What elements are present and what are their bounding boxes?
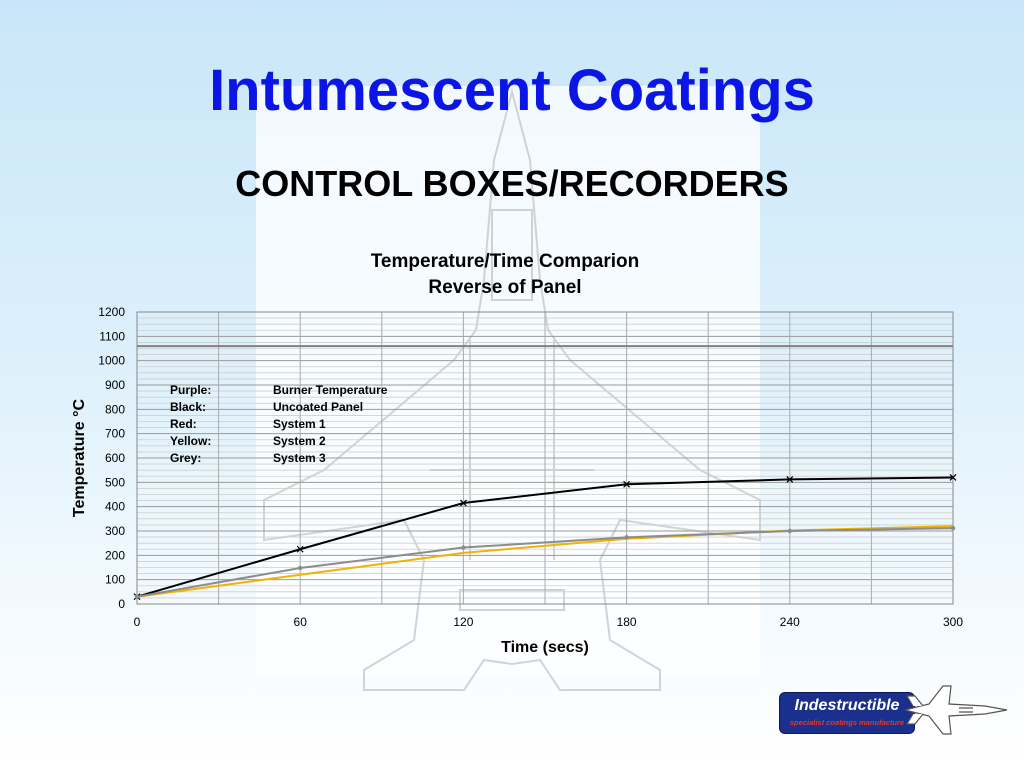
x-axis-ticks: 0 60 120 180 240 300 <box>134 615 964 629</box>
x-axis-label: Time (secs) <box>501 639 589 656</box>
x-tick-label: 0 <box>134 615 141 629</box>
y-tick-label: 1200 <box>98 305 125 319</box>
data-point-marker <box>949 474 957 481</box>
series-line-3 <box>136 527 954 598</box>
x-tick-label: 180 <box>617 615 637 629</box>
series-line-1 <box>136 476 954 598</box>
logo-name: Indestructible <box>794 697 900 714</box>
y-tick-label: 400 <box>105 500 125 514</box>
y-axis-ticks: 0 100 200 300 400 500 600 700 800 900 1000 1100 1200 <box>98 305 125 611</box>
data-point-marker <box>950 525 956 531</box>
data-point-marker <box>787 528 792 534</box>
y-tick-label: 900 <box>105 378 125 392</box>
company-logo: Indestructible specialist coatings manuf… <box>779 676 1011 744</box>
legend-entry: Grey: System 3 <box>170 450 387 467</box>
data-point-marker <box>623 480 631 488</box>
x-tick-label: 60 <box>294 615 308 629</box>
legend-value: System 3 <box>273 451 326 465</box>
y-tick-label: 500 <box>105 475 125 489</box>
y-tick-label: 300 <box>105 524 125 538</box>
data-point-marker <box>624 535 629 540</box>
data-point-marker <box>786 475 794 483</box>
chart-series <box>133 345 957 601</box>
y-tick-label: 100 <box>105 573 125 587</box>
slide-title: Intumescent Coatings <box>209 58 815 123</box>
chart-legend: Purple: Burner Temperature Black: Uncoat… <box>170 382 387 467</box>
legend-entry: Red: System 1 <box>170 416 387 433</box>
legend-entry: Yellow: System 2 <box>170 433 387 450</box>
legend-value: System 1 <box>273 417 326 431</box>
y-tick-label: 1000 <box>98 354 125 368</box>
x-tick-label: 300 <box>943 615 963 629</box>
x-tick-label: 240 <box>780 615 800 629</box>
legend-key: Black: <box>170 400 207 414</box>
logo-tagline: specialist coatings manufacture <box>789 718 905 727</box>
legend-entry: Black: Uncoated Panel <box>170 399 387 416</box>
y-tick-label: 700 <box>105 427 125 441</box>
y-tick-label: 0 <box>118 597 125 611</box>
plot-area-border <box>136 311 954 605</box>
logo-badge: Indestructible specialist coatings manuf… <box>779 692 915 734</box>
jet-icon <box>904 685 1008 735</box>
slide-subtitle: CONTROL BOXES/RECORDERS <box>235 163 789 204</box>
chart-subtitle: Reverse of Panel <box>428 277 581 298</box>
legend-value: Uncoated Panel <box>273 400 364 414</box>
data-point-marker <box>461 545 466 550</box>
legend-key: Yellow: <box>170 434 212 448</box>
legend-key: Grey: <box>170 451 202 465</box>
legend-key: Red: <box>170 417 197 431</box>
x-tick-label: 120 <box>453 615 473 629</box>
y-axis-label: Temperature °C <box>71 398 88 517</box>
y-tick-label: 800 <box>105 402 125 416</box>
y-tick-label: 600 <box>105 451 125 465</box>
data-point-marker <box>296 545 304 553</box>
legend-value: System 2 <box>273 434 326 448</box>
legend-key: Purple: <box>170 383 212 397</box>
legend-value: Burner Temperature <box>273 383 388 397</box>
legend-entry: Purple: Burner Temperature <box>170 382 387 399</box>
y-tick-label: 1100 <box>99 329 125 343</box>
chart-title: Temperature/Time Comparion <box>371 251 640 272</box>
y-tick-label: 200 <box>105 548 125 562</box>
data-point-marker <box>298 565 303 571</box>
data-point-marker <box>459 499 467 507</box>
data-point-marker <box>134 594 140 599</box>
